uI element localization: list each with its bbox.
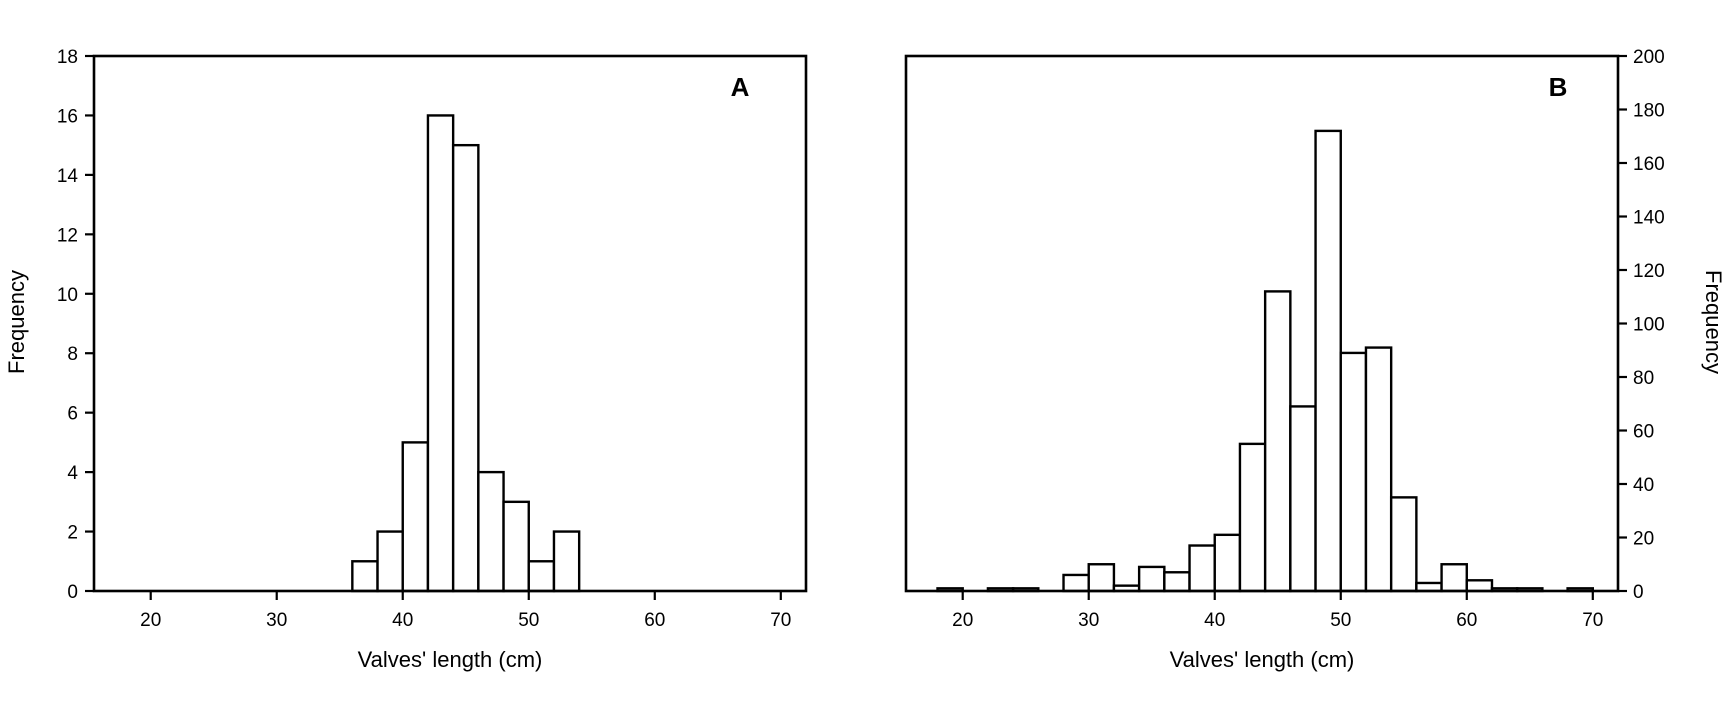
histogram-bar [1238, 442, 1267, 593]
y-tick-label: 16 [57, 106, 78, 127]
histogram-bar [1440, 563, 1468, 593]
histogram-bar [1062, 573, 1090, 593]
histogram-bar [527, 560, 556, 593]
y-tick-label: 20 [1633, 529, 1654, 550]
histogram-bar [1314, 129, 1342, 593]
y-tick-label: 60 [1633, 422, 1654, 443]
x-axis-title: Valves' length (cm) [1170, 647, 1355, 672]
histogram-bar [1339, 351, 1368, 593]
histogram-bar [376, 530, 404, 593]
histogram-bar [451, 143, 480, 593]
x-tick-label: 40 [1204, 610, 1225, 631]
plot-frame [92, 54, 808, 593]
y-tick-label: 100 [1633, 315, 1665, 336]
histogram-bar [477, 470, 505, 593]
x-tick-label: 50 [518, 610, 539, 631]
panel-label: A [731, 72, 750, 102]
histogram-bar [1087, 563, 1116, 593]
x-tick-label: 60 [1456, 610, 1477, 631]
y-tick-label: 160 [1633, 154, 1665, 175]
histogram-bar [1188, 544, 1216, 593]
x-tick-label: 60 [644, 610, 665, 631]
y-axis-title: Frequency [1701, 270, 1726, 374]
y-tick-label: 10 [57, 285, 78, 306]
y-axis-title: Frequency [4, 270, 29, 374]
histogram-bar [1364, 346, 1393, 593]
y-tick-label: 200 [1633, 47, 1665, 68]
y-tick-label: 12 [57, 225, 78, 246]
y-tick-label: 120 [1633, 261, 1665, 282]
panel-label: B [1549, 72, 1568, 102]
x-tick-label: 20 [952, 610, 973, 631]
y-tick-label: 40 [1633, 475, 1654, 496]
y-tick-label: 14 [57, 166, 79, 187]
y-tick-label: 4 [67, 463, 78, 484]
x-tick-label: 20 [140, 610, 161, 631]
x-tick-label: 50 [1330, 610, 1351, 631]
y-tick-label: 0 [1633, 582, 1644, 603]
histogram-bar [1137, 565, 1166, 593]
histogram-bar [1163, 571, 1191, 593]
chart-panel-a: 20 30 40 50 60 70 0 2 4 6 8 10 12 14 16 18 A Valves' leng… [4, 47, 808, 672]
histogram-bar [1389, 496, 1418, 593]
y-tick-label: 2 [67, 523, 78, 544]
y-tick-label: 18 [57, 47, 78, 68]
chart-panel-b: 20 30 40 50 60 70 0 20 40 60 80 100 120 140 160 180 200 B… [904, 47, 1726, 672]
y-tick-label: 180 [1633, 101, 1665, 122]
y-tick-label: 0 [67, 582, 78, 603]
y-tick-label: 80 [1633, 368, 1654, 389]
x-tick-label: 70 [770, 610, 791, 631]
histogram-bar [1465, 579, 1494, 593]
y-tick-label: 8 [67, 344, 78, 365]
histogram-bar [1213, 533, 1242, 593]
histogram-bar [552, 530, 581, 593]
y-tick-label: 140 [1633, 208, 1665, 229]
x-tick-label: 40 [392, 610, 413, 631]
histogram-bar [1289, 405, 1317, 593]
histogram-bar [1263, 290, 1292, 593]
x-tick-label: 70 [1582, 610, 1603, 631]
x-tick-label: 30 [266, 610, 287, 631]
histogram-bar [401, 441, 430, 593]
x-tick-label: 30 [1078, 610, 1099, 631]
histogram-bar [502, 500, 530, 593]
histogram-bar [351, 560, 379, 593]
histogram-bar [426, 114, 455, 593]
x-axis-title: Valves' length (cm) [358, 647, 543, 672]
y-tick-label: 6 [67, 404, 78, 425]
